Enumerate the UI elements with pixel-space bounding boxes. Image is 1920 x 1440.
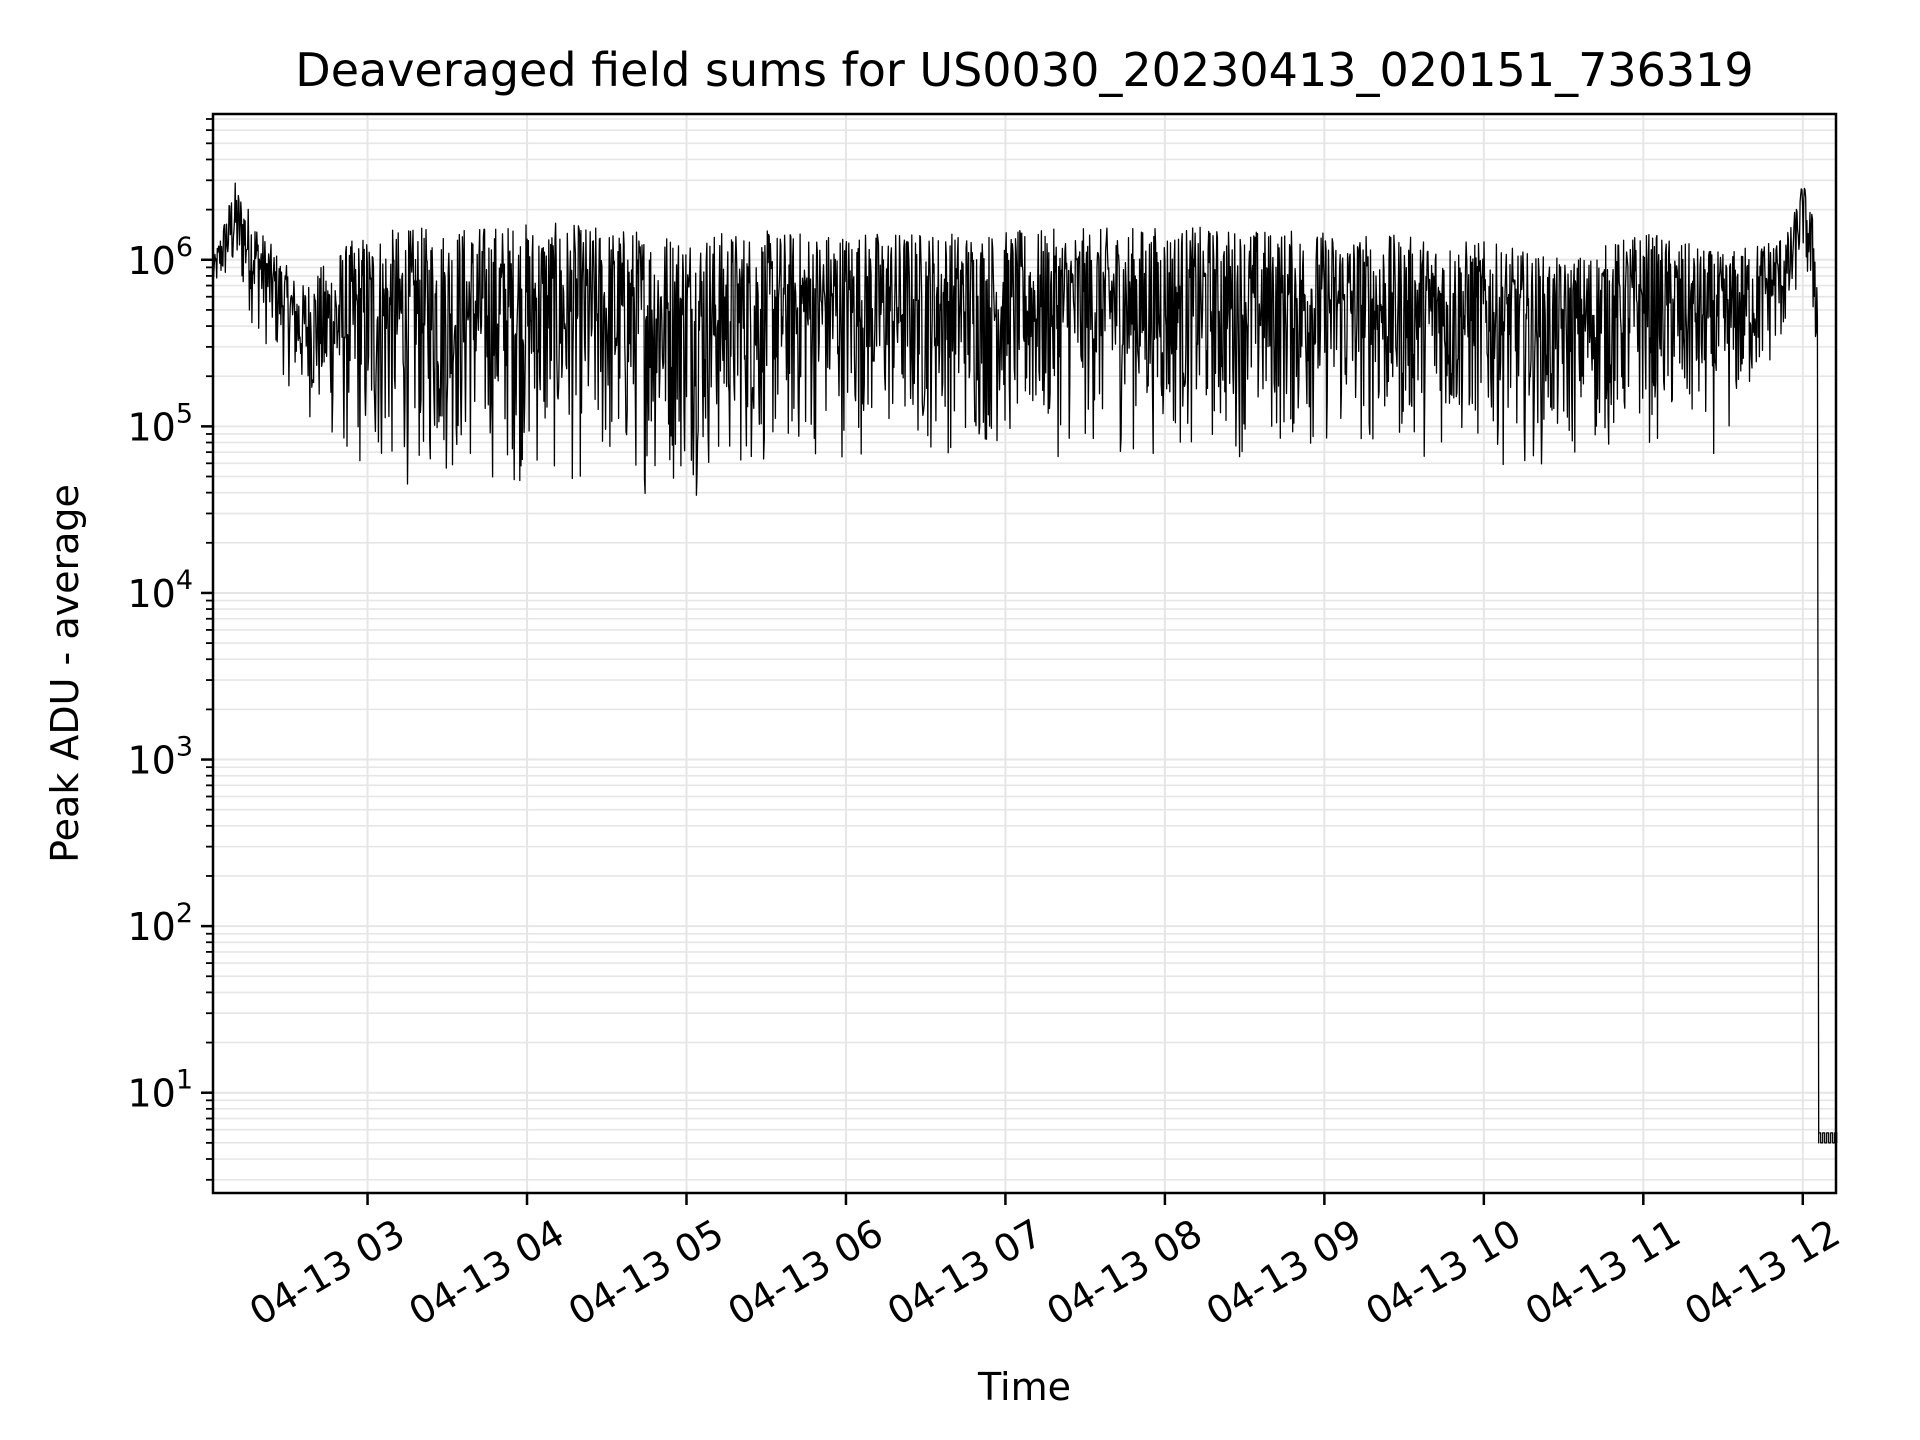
y-tick-label: 102 <box>127 898 193 949</box>
plot-frame <box>211 112 1838 1195</box>
y-tick-label: 101 <box>127 1065 193 1116</box>
y-tick-label: 105 <box>127 398 193 449</box>
chart-title: Deaveraged field sums for US0030_2023041… <box>295 43 1753 97</box>
series-line <box>212 182 1838 1144</box>
x-axis-label: Time <box>977 1365 1071 1409</box>
y-tick-label: 106 <box>127 232 193 283</box>
y-tick-label: 103 <box>127 732 193 783</box>
y-axis: 101 102 103 104 105 106 <box>127 118 213 1181</box>
series-trace <box>212 182 1838 1144</box>
y-axis-label: Peak ADU - average <box>43 484 87 863</box>
y-tick-label: 104 <box>127 565 193 616</box>
